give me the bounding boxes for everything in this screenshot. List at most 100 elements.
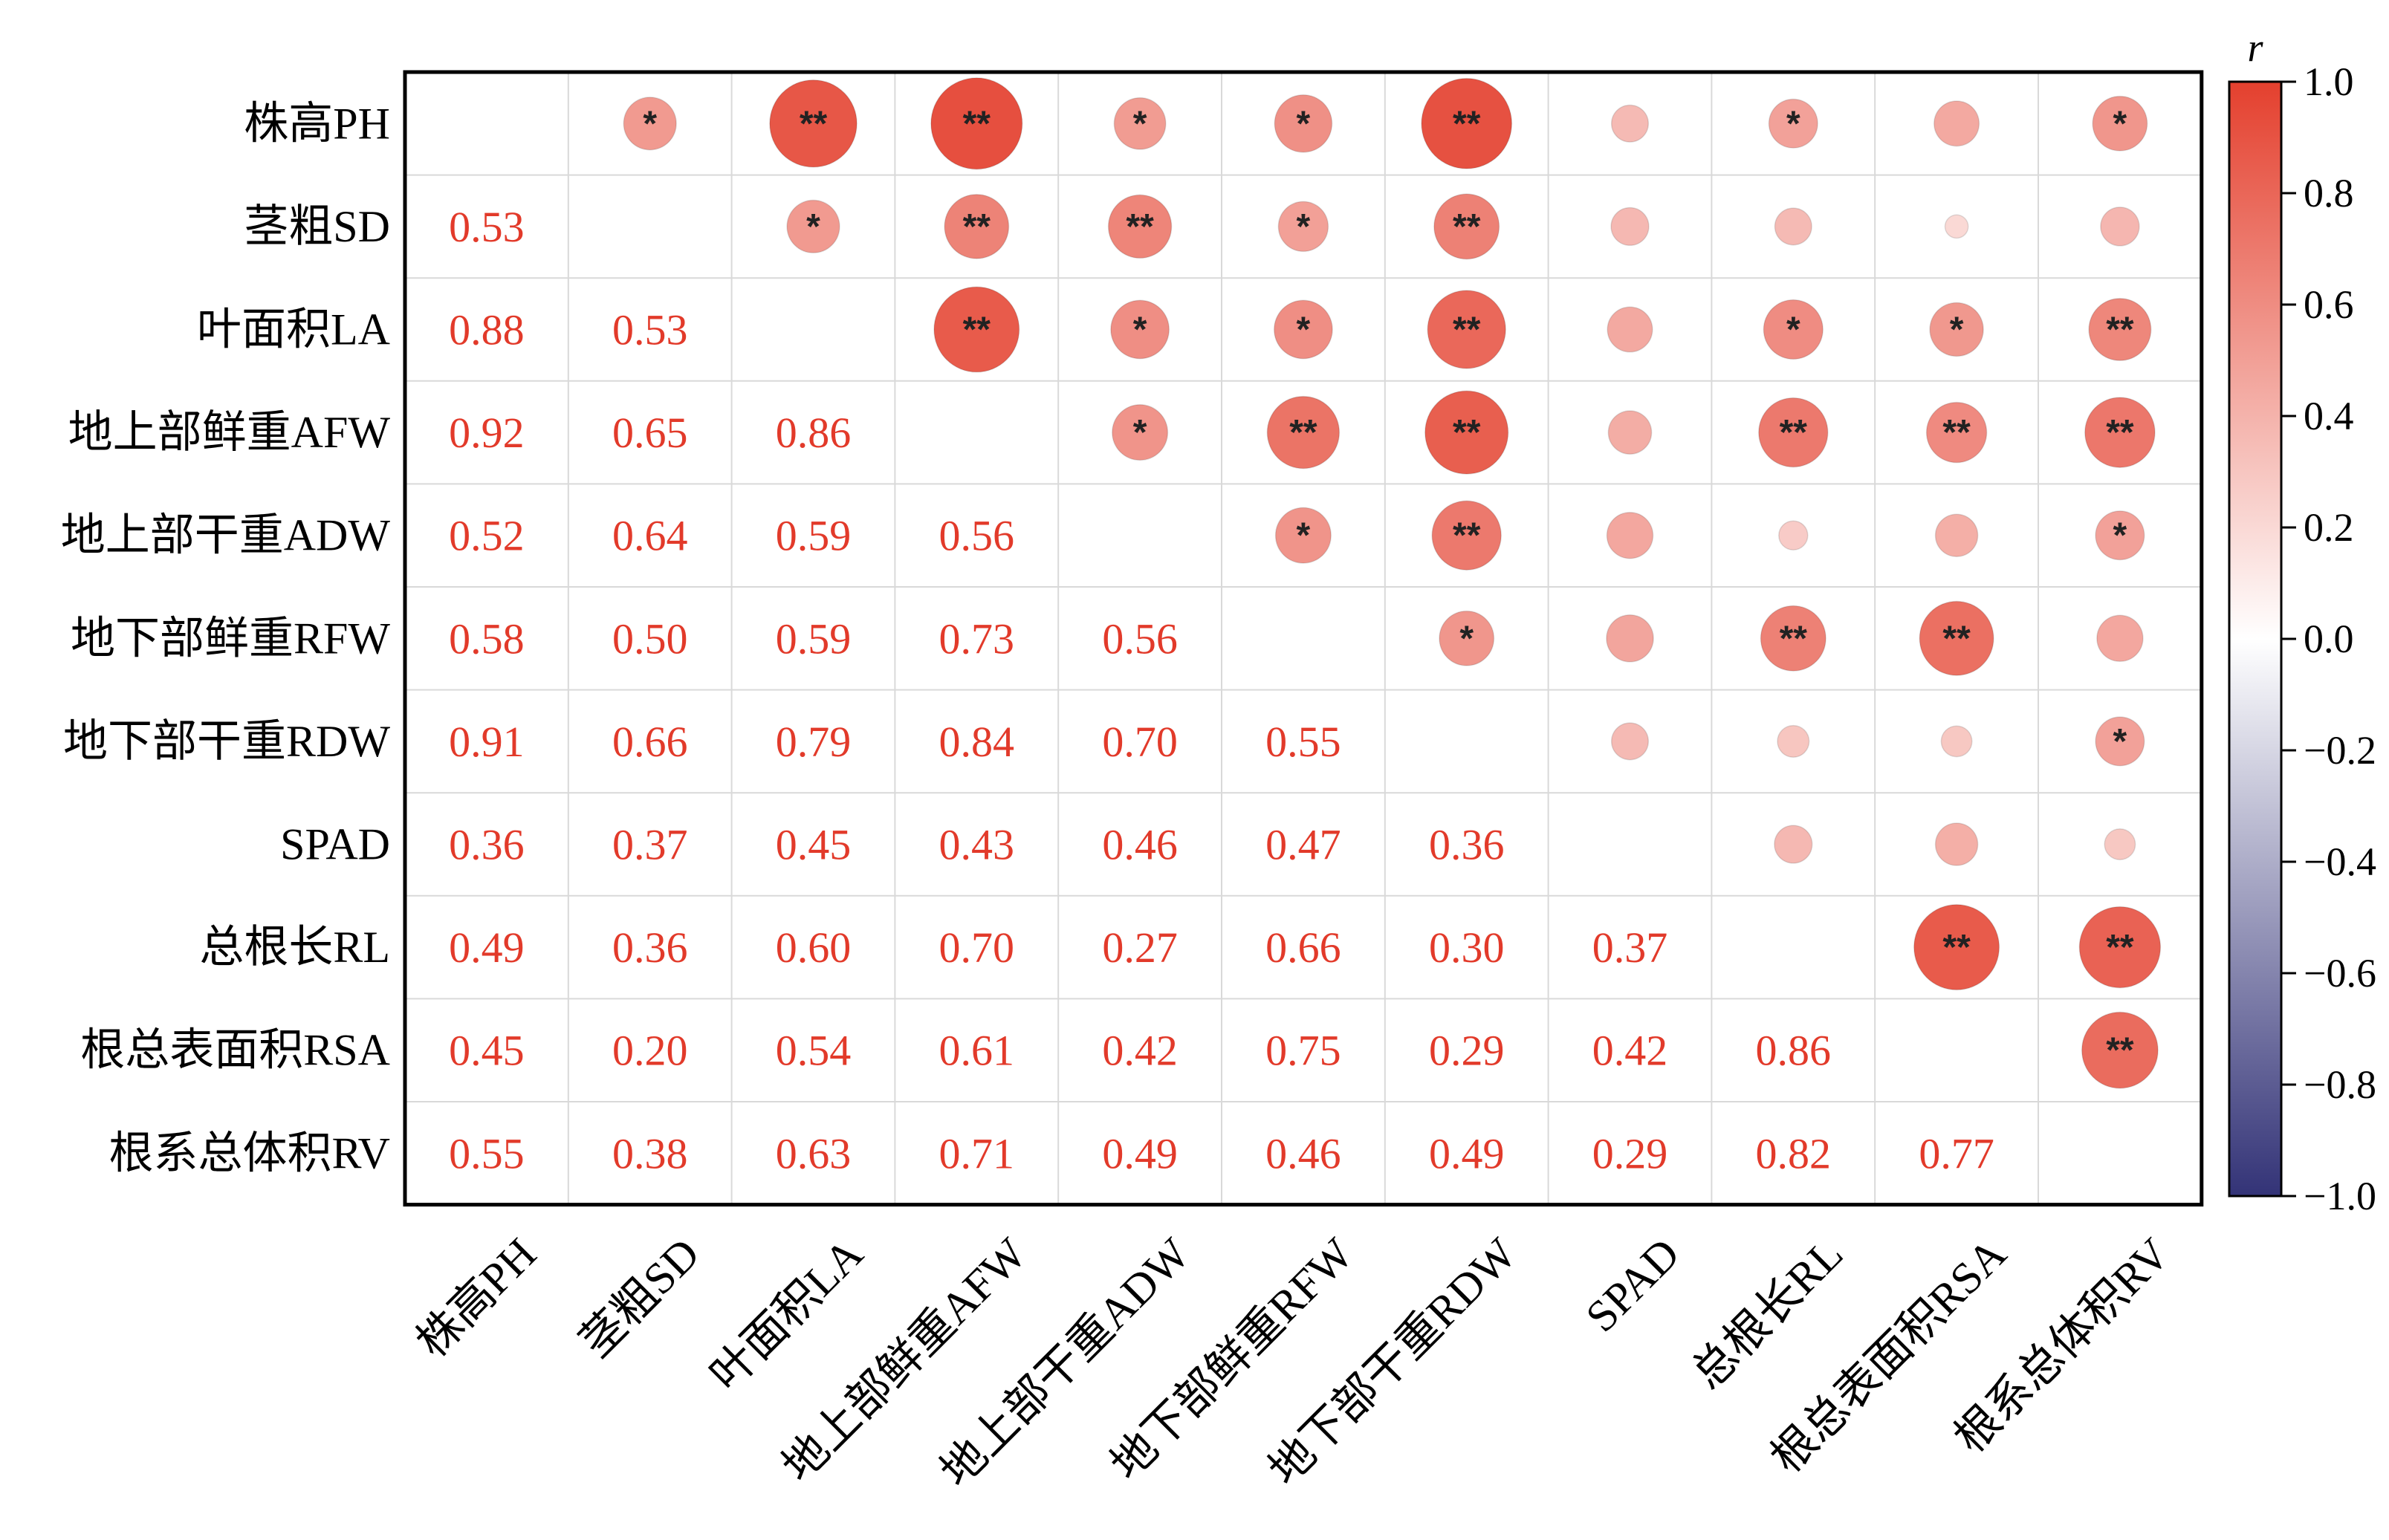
column-label: 叶面积LA bbox=[701, 1229, 872, 1400]
correlation-circle bbox=[769, 79, 858, 168]
significance-marker: * bbox=[1133, 104, 1147, 143]
significance-marker: * bbox=[1950, 311, 1964, 350]
correlation-circle bbox=[1607, 410, 1653, 455]
colorbar-tick-label: 0.2 bbox=[2304, 505, 2354, 550]
row-labels: 株高PH 茎粗SD 叶面积LA 地上部鲜重AFW 地上部干重ADW 地下部鲜重RFW 地下部… bbox=[61, 99, 391, 1177]
correlation-circle bbox=[2095, 716, 2145, 767]
significance-marker: ** bbox=[1453, 104, 1481, 143]
correlation-value: 0.77 bbox=[1919, 1129, 1994, 1177]
correlation-value: 0.20 bbox=[612, 1027, 688, 1075]
significance-marker: ** bbox=[1942, 413, 1971, 452]
row-label: 地下部鲜重RFW bbox=[71, 614, 390, 663]
correlation-circle bbox=[2096, 614, 2144, 663]
colorbar-title: r bbox=[2247, 25, 2263, 70]
correlation-value: 0.65 bbox=[612, 409, 688, 457]
row-label: 地上部干重ADW bbox=[61, 511, 391, 560]
column-labels: 株高PH 茎粗SD叶面积LA地上部鲜重AFW地上部干重ADW地下部鲜重RFW地下部… bbox=[407, 1229, 2179, 1496]
significance-marker: ** bbox=[963, 207, 991, 247]
correlation-circle bbox=[1760, 605, 1826, 672]
correlation-value: 0.88 bbox=[449, 306, 525, 354]
correlation-circle bbox=[1913, 904, 2000, 991]
colorbar-tick-label: 0.0 bbox=[2304, 617, 2354, 661]
significance-marker: * bbox=[1297, 311, 1311, 350]
correlation-value: 0.70 bbox=[1102, 718, 1178, 766]
matrix-cells: * ** ** * * ** * *0.53 * ** ** * **0.88 0.53 ** * * ** * * *… bbox=[449, 77, 2162, 1177]
correlation-value: 0.36 bbox=[1429, 821, 1505, 869]
significance-marker: ** bbox=[1289, 413, 1317, 452]
colorbar-tick-label: 1.0 bbox=[2304, 59, 2354, 104]
significance-marker: * bbox=[1133, 413, 1147, 452]
correlation-circle bbox=[1433, 193, 1500, 260]
correlation-value: 0.36 bbox=[449, 821, 525, 869]
column-label: SPAD bbox=[1576, 1229, 1688, 1341]
correlation-circle bbox=[1768, 98, 1818, 149]
significance-marker: ** bbox=[2106, 413, 2134, 452]
correlation-circle bbox=[1933, 100, 1980, 147]
correlation-circle bbox=[2088, 297, 2152, 362]
row-label: 地上部鲜重AFW bbox=[68, 408, 391, 457]
row-label: 地下部干重RDW bbox=[63, 717, 390, 766]
correlation-value: 0.71 bbox=[939, 1129, 1015, 1177]
correlation-circle bbox=[1112, 404, 1169, 461]
significance-marker: ** bbox=[800, 104, 828, 143]
significance-marker: * bbox=[2113, 516, 2127, 556]
significance-marker: ** bbox=[1453, 207, 1481, 247]
correlation-circle bbox=[1427, 290, 1506, 369]
correlation-value: 0.84 bbox=[939, 718, 1015, 766]
significance-marker: ** bbox=[1780, 413, 1808, 452]
significance-marker: * bbox=[1297, 207, 1311, 247]
significance-marker: ** bbox=[1780, 619, 1808, 658]
correlation-value: 0.56 bbox=[939, 512, 1015, 560]
correlation-circle bbox=[1274, 94, 1333, 153]
column-label: 总根长RL bbox=[1682, 1229, 1852, 1398]
correlation-circle bbox=[2084, 397, 2156, 468]
correlation-value: 0.46 bbox=[1102, 821, 1178, 869]
correlation-value: 0.63 bbox=[776, 1129, 852, 1177]
correlation-value: 0.36 bbox=[612, 923, 688, 972]
colorbar: r 1.0 0.8 0.6 0.4 0.2 0.0 −0.2 −0.4 −0.6 −0.8 −1.0 bbox=[2228, 25, 2376, 1218]
significance-marker: ** bbox=[2106, 928, 2134, 967]
colorbar-tick-label: −0.4 bbox=[2304, 839, 2376, 884]
colorbar-tick-label: −0.8 bbox=[2304, 1062, 2376, 1107]
correlation-circle bbox=[2092, 95, 2148, 152]
colorbar-tick-label: −0.2 bbox=[2304, 728, 2376, 773]
significance-marker: ** bbox=[1126, 207, 1154, 247]
correlation-circle bbox=[1277, 201, 1329, 253]
correlation-circle bbox=[1919, 600, 1994, 676]
significance-marker: ** bbox=[1942, 619, 1971, 658]
correlation-circle bbox=[1758, 397, 1829, 468]
correlation-value: 0.58 bbox=[449, 614, 525, 663]
correlation-circle bbox=[1424, 390, 1509, 475]
correlation-circle bbox=[1610, 207, 1650, 247]
correlation-circle bbox=[623, 97, 677, 151]
correlation-circle bbox=[1774, 825, 1813, 864]
correlation-circle bbox=[1925, 401, 1988, 464]
correlation-value: 0.29 bbox=[1592, 1129, 1668, 1177]
column-label: 茎粗SD bbox=[571, 1229, 709, 1367]
correlation-value: 0.49 bbox=[449, 923, 525, 972]
colorbar-tick-label: 0.8 bbox=[2304, 171, 2354, 215]
correlation-value: 0.53 bbox=[449, 203, 525, 251]
correlation-value: 0.59 bbox=[776, 512, 852, 560]
correlation-value: 0.70 bbox=[939, 923, 1015, 972]
row-label: 叶面积LA bbox=[197, 305, 390, 354]
significance-marker: ** bbox=[1453, 516, 1481, 556]
significance-marker: ** bbox=[1453, 413, 1481, 452]
correlation-circle bbox=[933, 286, 1020, 373]
correlation-value: 0.52 bbox=[449, 512, 525, 560]
correlation-value: 0.55 bbox=[1265, 718, 1341, 766]
significance-marker: ** bbox=[1453, 311, 1481, 350]
correlation-circle bbox=[1113, 97, 1167, 150]
colorbar-tick-label: 0.4 bbox=[2304, 394, 2354, 438]
correlation-circle bbox=[2095, 510, 2145, 561]
significance-marker: * bbox=[806, 207, 820, 247]
significance-marker: ** bbox=[1942, 928, 1971, 967]
correlation-circle bbox=[1107, 194, 1173, 259]
correlation-circle bbox=[1774, 207, 1812, 246]
correlation-value: 0.37 bbox=[612, 821, 688, 869]
correlation-value: 0.86 bbox=[1756, 1027, 1832, 1075]
row-label: 根总表面积RSA bbox=[80, 1026, 390, 1075]
correlation-circle bbox=[944, 193, 1010, 259]
correlation-circle bbox=[2081, 1011, 2159, 1089]
correlation-value: 0.42 bbox=[1102, 1027, 1178, 1075]
